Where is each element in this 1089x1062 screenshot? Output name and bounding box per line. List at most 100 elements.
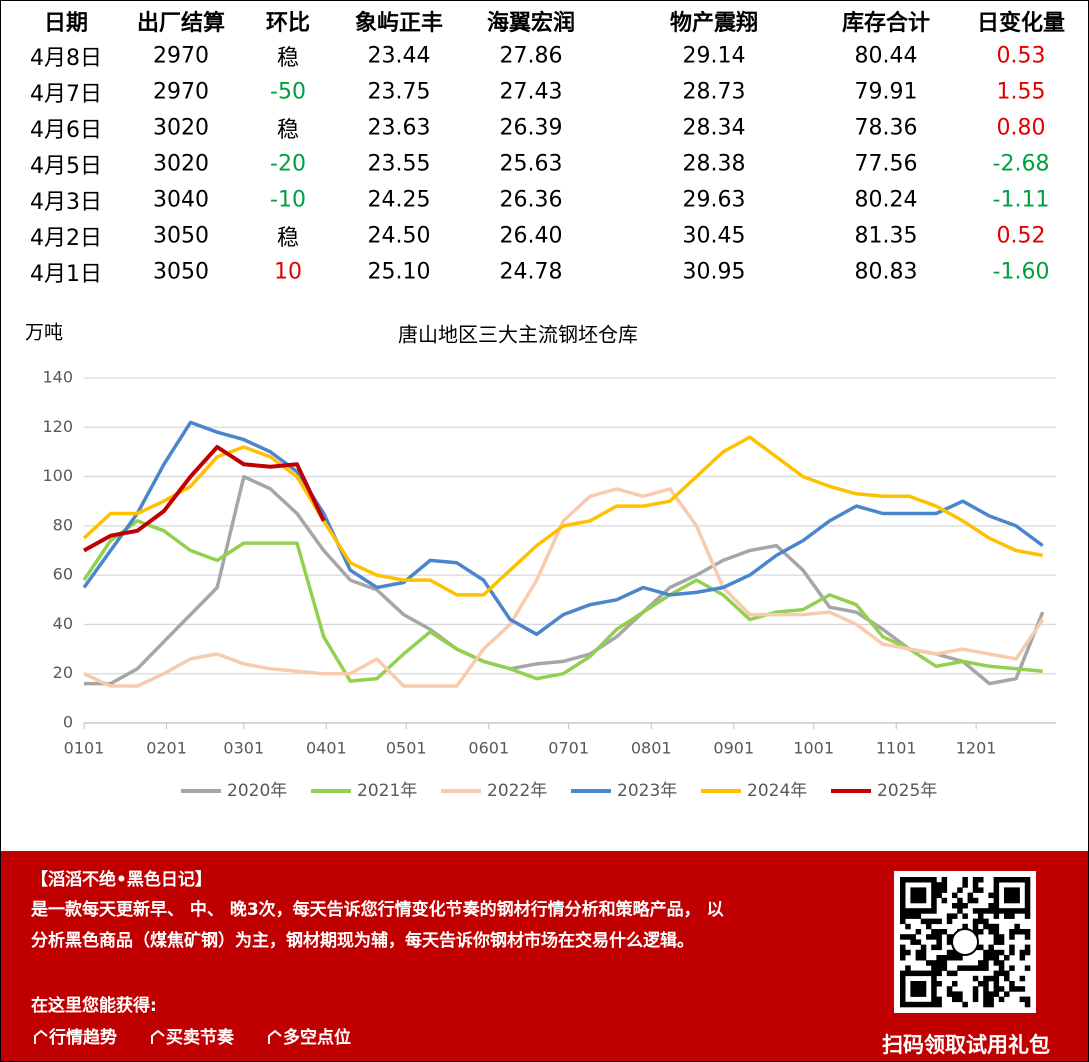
qr-module — [905, 913, 911, 919]
table-cell: 25.63 — [499, 151, 563, 177]
qr-module — [967, 892, 974, 899]
qr-module — [998, 986, 1005, 992]
qr-code[interactable] — [894, 871, 1036, 1013]
table-cell: 稳 — [276, 226, 300, 251]
qr-module — [900, 975, 906, 982]
qr-module — [952, 955, 958, 961]
table-cell: 0.52 — [996, 223, 1046, 249]
qr-module — [993, 986, 1000, 992]
qr-module — [920, 981, 927, 987]
qr-module — [910, 991, 916, 997]
qr-module — [1024, 892, 1031, 899]
qr-module — [957, 887, 963, 893]
qr-module — [936, 918, 942, 925]
qr-module — [915, 929, 922, 935]
qr-module — [926, 923, 932, 930]
qr-module — [900, 934, 906, 940]
table-cell: 4月3日 — [30, 190, 102, 215]
qr-module — [936, 955, 942, 961]
qr-module — [988, 903, 994, 909]
qr-module — [1009, 892, 1015, 899]
qr-module — [962, 882, 968, 888]
qr-module — [988, 923, 994, 930]
qr-module — [1024, 929, 1031, 935]
legend-label: 2023年 — [617, 781, 677, 801]
table-cell: 80.24 — [854, 187, 918, 213]
qr-module — [941, 929, 948, 935]
series-line — [83, 445, 326, 553]
qr-module — [1019, 949, 1026, 956]
qr-module — [905, 934, 911, 940]
qr-module — [946, 955, 953, 961]
qr-module — [931, 934, 937, 940]
qr-module — [905, 1001, 911, 1008]
qr-module — [957, 996, 963, 1003]
qr-module — [931, 897, 937, 904]
qr-module — [983, 923, 989, 930]
qr-module — [931, 903, 937, 909]
qr-module — [1019, 877, 1026, 883]
qr-module — [915, 986, 922, 992]
qr-module — [972, 882, 979, 888]
series-line — [82, 519, 1043, 683]
x-tick-label: 0701 — [548, 739, 589, 758]
qr-module — [1024, 877, 1031, 883]
qr-module — [1019, 929, 1026, 935]
qr-module — [1009, 929, 1015, 935]
qr-module — [1009, 887, 1015, 893]
series-line — [83, 487, 1045, 688]
qr-module — [900, 887, 906, 893]
qr-module — [926, 934, 932, 940]
qr-module — [941, 887, 948, 893]
legend-label: 2020年 — [227, 781, 287, 801]
table-cell: 稳 — [276, 46, 300, 71]
feature-icon — [268, 1029, 282, 1044]
qr-module — [905, 965, 911, 971]
qr-module — [983, 908, 989, 914]
y-tick-label: 100 — [42, 466, 73, 485]
qr-module — [941, 955, 948, 961]
qr-module — [1014, 877, 1020, 883]
qr-module — [1019, 955, 1026, 961]
qr-module — [972, 897, 979, 904]
table-cell: 1.55 — [996, 79, 1046, 105]
qr-module — [900, 882, 906, 888]
qr-module — [1009, 877, 1015, 883]
qr-module — [920, 949, 927, 956]
banner-subheading: 在这里您能获得: — [31, 996, 157, 1016]
qr-module — [931, 908, 937, 914]
x-tick-label: 0401 — [306, 739, 347, 758]
table-cell: 27.43 — [499, 79, 563, 105]
table-cell: 4月2日 — [30, 226, 102, 251]
qr-module — [926, 877, 932, 883]
table-cell: 28.34 — [682, 115, 746, 141]
qr-module — [993, 975, 1000, 982]
qr-module — [900, 918, 906, 925]
qr-module — [936, 934, 942, 940]
qr-module — [936, 981, 942, 987]
y-tick-label: 60 — [53, 565, 73, 584]
table-cell: 30.95 — [682, 259, 746, 285]
table-cell: -50 — [270, 79, 306, 105]
qr-module — [983, 991, 989, 997]
series-line — [82, 420, 1044, 637]
qr-module — [1009, 986, 1015, 992]
table-header: 海翼宏润 — [486, 11, 576, 36]
qr-module — [1014, 908, 1020, 914]
qr-module — [900, 897, 906, 904]
qr-module — [988, 908, 994, 914]
x-tick-label: 1001 — [793, 739, 834, 758]
qr-module — [920, 918, 927, 925]
qr-module — [920, 991, 927, 997]
qr-module — [910, 908, 916, 914]
feature-icon — [151, 1029, 165, 1044]
qr-module — [1019, 908, 1026, 914]
qr-module — [910, 913, 916, 919]
qr-module — [988, 949, 994, 956]
qr-module — [993, 929, 1000, 935]
qr-module — [993, 923, 1000, 930]
qr-module — [993, 903, 1000, 909]
qr-module — [946, 991, 953, 997]
feature: 行情趋势 — [33, 1023, 117, 1048]
x-tick-label: 0801 — [631, 739, 672, 758]
